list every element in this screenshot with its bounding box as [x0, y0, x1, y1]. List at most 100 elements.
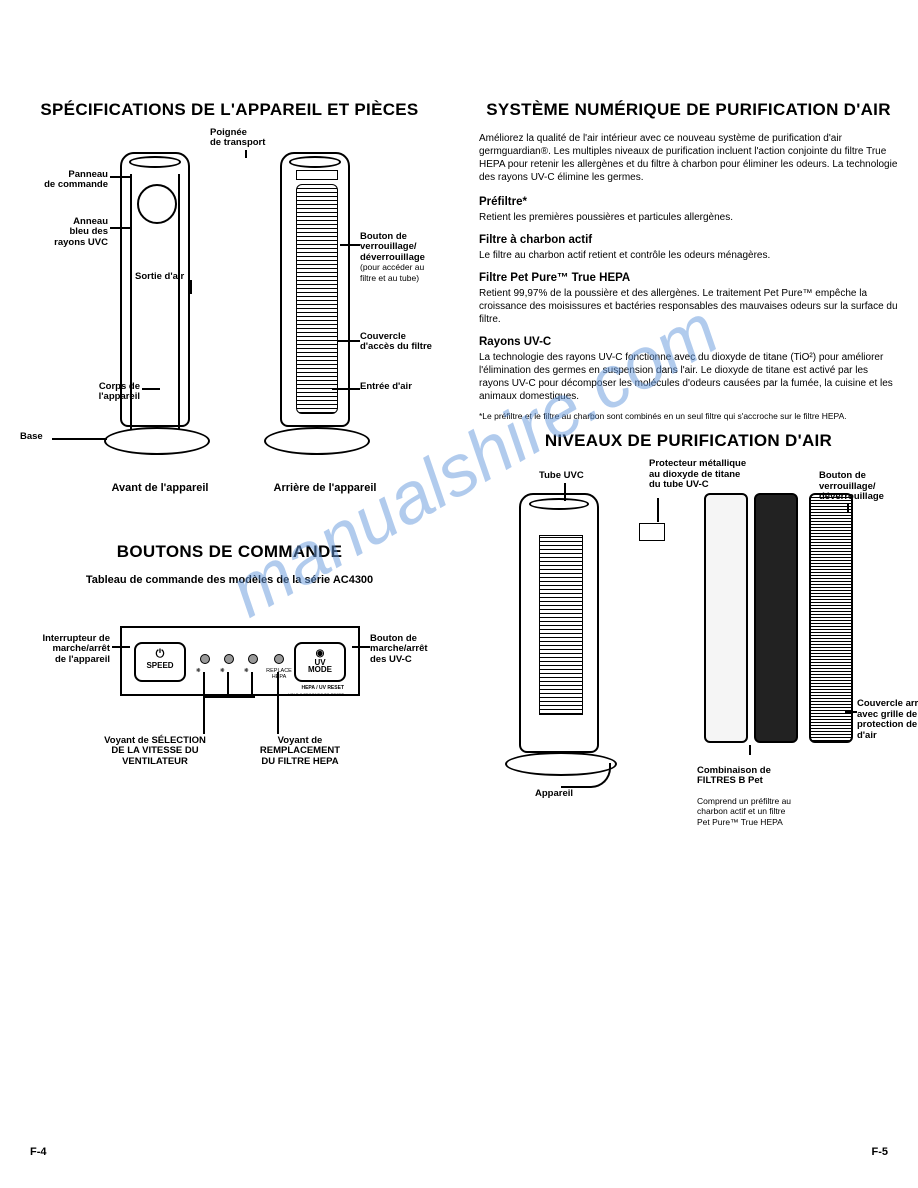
handle-icon [529, 498, 590, 510]
handle-icon [129, 156, 182, 168]
label-couvercle: Couvercle d'accès du filtre [360, 332, 460, 353]
fan-icon: ❋ [220, 668, 225, 674]
led-icon [224, 654, 234, 664]
led-icon [248, 654, 258, 664]
leader-line [190, 280, 192, 294]
label-interrupteur: Interrupteur de marche/arrêt de l'appare… [10, 634, 110, 665]
reset-sub-label: HOLD 3 SECONDS TO RESET [288, 692, 344, 697]
controls-diagram: ⏻ SPEED ❋ ❋ ❋ REPLACE HEPA ◉ UV MODE [20, 606, 439, 826]
controls-title: BOUTONS DE COMMANDE [20, 542, 439, 562]
filter-hepa [704, 493, 748, 743]
leader-line [110, 227, 132, 229]
label-bouton-verr: Bouton de verrouillage/ déverrouillage [819, 471, 909, 502]
base-icon [264, 427, 370, 455]
label-couvercle: Couvercle arrière avec grille de protect… [857, 699, 918, 741]
label-bouton-verr: Bouton de verrouillage/ déverrouillage (… [360, 232, 460, 284]
led-icon [200, 654, 210, 664]
reset-label: HEPA / UV RESET [301, 685, 344, 691]
label-corps: Corps de l'appareil [60, 382, 140, 403]
leader-line [203, 696, 205, 734]
led-icon [274, 654, 284, 664]
system-title: SYSTÈME NUMÉRIQUE DE PURIFICATION D'AIR [479, 100, 898, 120]
exploded-tower [519, 493, 599, 753]
leader-line [332, 388, 360, 390]
leader-line [352, 646, 370, 648]
levels-title: NIVEAUX DE PURIFICATION D'AIR [479, 431, 898, 451]
grille-icon [296, 184, 338, 414]
fan-icon: ❋ [196, 668, 201, 674]
leader-line [245, 150, 247, 158]
label-voyant-vitesse: Voyant de SÉLECTION DE LA VITESSE DU VEN… [90, 736, 220, 767]
intro-paragraph: Améliorez la qualité de l'air intérieur … [479, 132, 898, 184]
leader-line [847, 503, 849, 513]
filter-carbon [754, 493, 798, 743]
sub-body: Retient les premières poussières et part… [479, 211, 898, 224]
uv-ring [137, 184, 177, 224]
fan-icon: ❋ [244, 668, 249, 674]
sub-body: Le filtre au charbon actif retient et co… [479, 249, 898, 262]
label-text: Combinaison de FILTRES B Pet [697, 765, 771, 786]
label-appareil: Appareil [535, 789, 595, 799]
label-tube: Tube UVC [539, 471, 599, 481]
tower-back [280, 152, 350, 427]
sub-body: La technologie des rayons UV-C fonctionn… [479, 351, 898, 403]
uv-button-diagram: ◉ UV MODE [294, 642, 346, 682]
caption-avant: Avant de l'appareil [100, 482, 220, 494]
leader-line [227, 672, 229, 696]
page-spread: SPÉCIFICATIONS DE L'APPAREIL ET PIÈCES P… [0, 100, 918, 1188]
sub-title: Filtre Pet Pure™ True HEPA [479, 272, 898, 284]
replace-hepa-label: REPLACE HEPA [264, 668, 294, 680]
speed-button-diagram: ⏻ SPEED [134, 642, 186, 682]
label-voyant-hepa: Voyant de REMPLACEMENT DU FILTRE HEPA [240, 736, 360, 767]
leader-line [142, 388, 160, 390]
leader-line [340, 244, 360, 246]
page-number-left: F-4 [30, 1146, 47, 1158]
top-panel [296, 170, 338, 180]
label-protecteur: Protecteur métallique au dioxyde de tita… [649, 459, 769, 490]
left-page: SPÉCIFICATIONS DE L'APPAREIL ET PIÈCES P… [0, 100, 459, 1188]
leader-line [277, 672, 279, 734]
levels-diagram: Tube UVC Protecteur métallique au dioxyd… [479, 463, 898, 823]
cord-icon [561, 763, 611, 788]
leader-line [110, 176, 132, 178]
label-entree: Entrée d'air [360, 382, 440, 392]
label-anneau: Anneau bleu des rayons UVC [20, 217, 108, 248]
leader-line [657, 498, 659, 522]
leader-line [564, 483, 566, 501]
spec-title: SPÉCIFICATIONS DE L'APPAREIL ET PIÈCES [20, 100, 439, 120]
sub-body: Retient 99,97% de la poussière et des al… [479, 287, 898, 326]
page-number-right: F-5 [872, 1146, 889, 1158]
uv-label: UV MODE [296, 659, 344, 673]
spec-diagram: Panneau de commande Anneau bleu des rayo… [20, 132, 439, 512]
right-page: SYSTÈME NUMÉRIQUE DE PURIFICATION D'AIR … [459, 100, 918, 1188]
filter-cover [809, 493, 853, 743]
label-poignee: Poignée de transport [210, 128, 300, 149]
label-bouton-uvc: Bouton de marche/arrêt des UV-C [370, 634, 460, 665]
leader-line [338, 340, 360, 342]
label-sortie: Sortie d'air [135, 272, 215, 282]
label-panneau: Panneau de commande [20, 170, 108, 191]
sub-title: Rayons UV-C [479, 336, 898, 348]
leader-line [203, 672, 205, 696]
sub-title: Préfiltre* [479, 196, 898, 208]
power-icon: ⏻ [136, 648, 184, 661]
caption-arriere: Arrière de l'appareil [260, 482, 390, 494]
leader-line [251, 672, 253, 696]
footnote: *Le préfiltre et le filtre au charbon so… [479, 411, 898, 421]
leader-line [845, 711, 857, 713]
controls-subtitle: Tableau de commande des modèles de la sé… [20, 574, 439, 586]
controls-section: BOUTONS DE COMMANDE Tableau de commande … [20, 542, 439, 826]
sub-title: Filtre à charbon actif [479, 234, 898, 246]
leader-line [203, 696, 255, 698]
control-panel: ⏻ SPEED ❋ ❋ ❋ REPLACE HEPA ◉ UV MODE [120, 626, 360, 696]
inner-grille [539, 535, 583, 715]
side-line [178, 174, 180, 429]
speed-label: SPEED [136, 661, 184, 670]
handle-icon [289, 156, 342, 168]
leader-line [112, 646, 130, 648]
base-icon [104, 427, 210, 455]
leader-line [52, 438, 107, 440]
label-text: Bouton de verrouillage/ déverrouillage [360, 231, 425, 263]
label-sub-text: Comprend un préfiltre au charbon actif e… [697, 796, 791, 827]
leader-line [749, 745, 751, 755]
